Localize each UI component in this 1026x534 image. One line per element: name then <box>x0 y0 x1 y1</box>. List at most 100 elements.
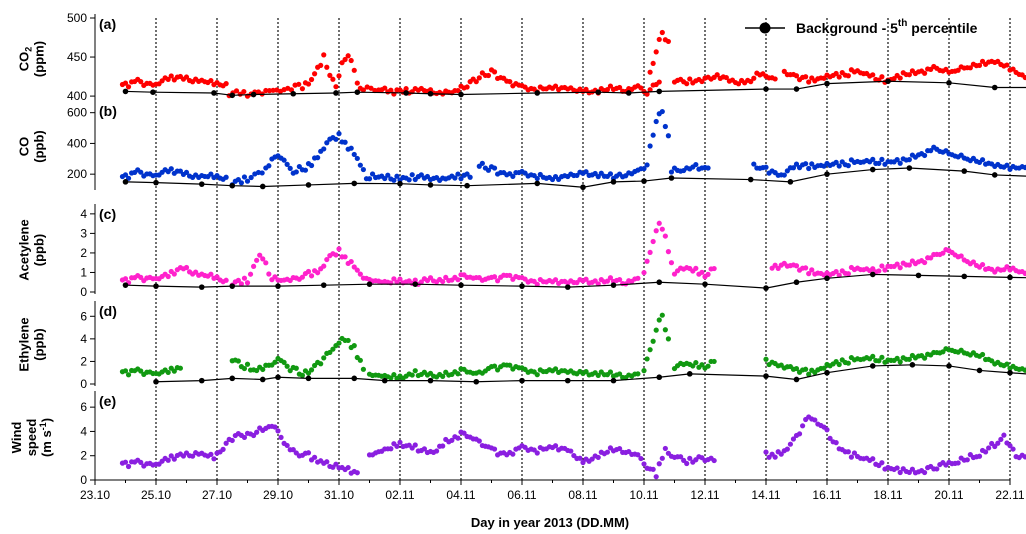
data-point <box>836 163 842 169</box>
data-point <box>617 445 623 452</box>
data-point <box>824 427 830 433</box>
data-point <box>665 336 672 342</box>
data-point <box>327 72 333 78</box>
data-point <box>233 88 240 94</box>
data-point <box>308 76 315 83</box>
data-point <box>455 371 461 377</box>
background-point <box>229 92 236 99</box>
data-point <box>257 252 263 258</box>
background-point <box>641 178 647 184</box>
data-point <box>647 249 653 256</box>
data-point <box>870 72 876 78</box>
data-point <box>452 175 458 181</box>
data-point <box>711 265 717 272</box>
data-point <box>254 367 260 374</box>
data-point <box>665 249 672 255</box>
background-point <box>610 377 617 384</box>
background-point <box>229 283 236 289</box>
data-point <box>604 449 611 455</box>
data-point <box>678 454 684 460</box>
data-point <box>793 365 800 372</box>
data-point <box>928 255 934 261</box>
data-point <box>336 246 342 252</box>
data-point <box>122 459 129 465</box>
background-point <box>381 377 388 384</box>
data-point <box>806 371 812 377</box>
background-point <box>763 373 769 379</box>
x-tick-label: 02.11 <box>385 488 414 502</box>
data-point <box>821 365 827 371</box>
data-point <box>833 268 839 275</box>
background-point <box>458 282 464 288</box>
data-point <box>354 155 360 162</box>
data-point <box>894 465 900 471</box>
data-point <box>302 167 309 173</box>
data-point <box>235 358 241 364</box>
data-point <box>897 359 903 365</box>
data-point <box>607 369 614 375</box>
data-point <box>183 169 190 176</box>
data-point <box>138 459 144 465</box>
data-point <box>369 171 376 177</box>
background-point <box>595 89 602 95</box>
data-point <box>583 86 589 93</box>
data-point <box>906 262 912 268</box>
data-point <box>238 180 244 186</box>
data-point <box>793 73 800 79</box>
background-point <box>153 378 159 385</box>
data-point <box>790 165 797 171</box>
data-point <box>266 271 272 277</box>
data-point <box>659 226 665 232</box>
data-point <box>922 355 928 361</box>
x-tick-label: 08.11 <box>568 488 597 502</box>
data-point <box>183 74 190 80</box>
background-point <box>656 279 663 286</box>
data-point <box>333 84 339 90</box>
data-point <box>330 346 336 352</box>
background-point <box>519 377 525 384</box>
data-point <box>955 67 961 73</box>
data-point <box>684 81 690 87</box>
background-point <box>519 283 525 289</box>
data-point <box>693 360 699 366</box>
data-point <box>251 432 257 439</box>
data-point <box>583 369 589 375</box>
data-point <box>922 259 928 266</box>
y-axis-label: Acetylene <box>17 219 32 280</box>
data-point <box>607 275 614 281</box>
y-tick-label: 4 <box>80 332 87 346</box>
data-point <box>278 434 284 440</box>
data-point <box>909 466 916 472</box>
data-point <box>208 271 214 277</box>
data-point <box>647 347 653 353</box>
data-point <box>434 448 440 454</box>
data-point <box>711 358 717 365</box>
y-axis-label: (ppm) <box>32 41 47 77</box>
background-point <box>906 165 913 171</box>
data-point <box>922 152 928 159</box>
x-tick-label: 22.11 <box>995 488 1024 502</box>
data-point <box>659 108 665 115</box>
background-point <box>824 171 830 177</box>
data-point <box>644 91 650 97</box>
data-point <box>125 175 132 181</box>
panel-label: (a) <box>99 16 116 32</box>
data-point <box>1007 443 1013 449</box>
data-point <box>315 270 321 276</box>
data-point <box>296 163 302 170</box>
data-point <box>790 436 797 442</box>
data-point <box>507 362 513 368</box>
data-point <box>388 446 394 452</box>
data-point <box>809 267 815 273</box>
data-point <box>690 363 696 369</box>
data-point <box>412 277 418 283</box>
data-point <box>183 264 190 271</box>
data-point <box>254 257 260 263</box>
data-point <box>970 259 977 265</box>
y-axis-label: Wind <box>9 422 24 454</box>
data-point <box>763 356 769 362</box>
data-point <box>836 361 842 368</box>
data-point <box>305 81 312 87</box>
data-point <box>1022 367 1026 373</box>
